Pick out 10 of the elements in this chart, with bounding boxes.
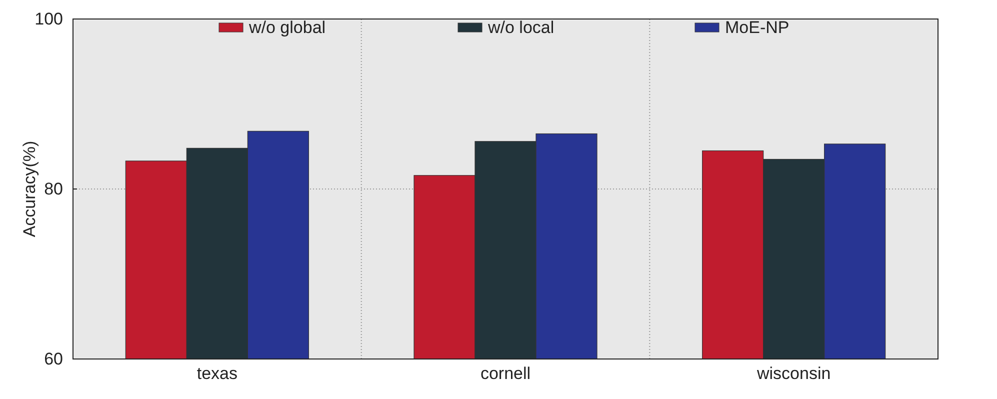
y-tick-label: 60 [44, 349, 63, 368]
y-tick-label: 100 [34, 9, 63, 28]
x-tick-label: wisconsin [756, 364, 831, 384]
y-tick-label: 80 [44, 179, 63, 198]
x-tick-label: texas [196, 364, 238, 384]
legend-label: MoE-NP [725, 18, 790, 37]
y-axis-title: Accuracy(%) [20, 140, 39, 238]
x-tick-label: cornell [480, 364, 531, 384]
legend-label: w/o global [248, 18, 326, 37]
legend-label: w/o local [487, 18, 554, 37]
